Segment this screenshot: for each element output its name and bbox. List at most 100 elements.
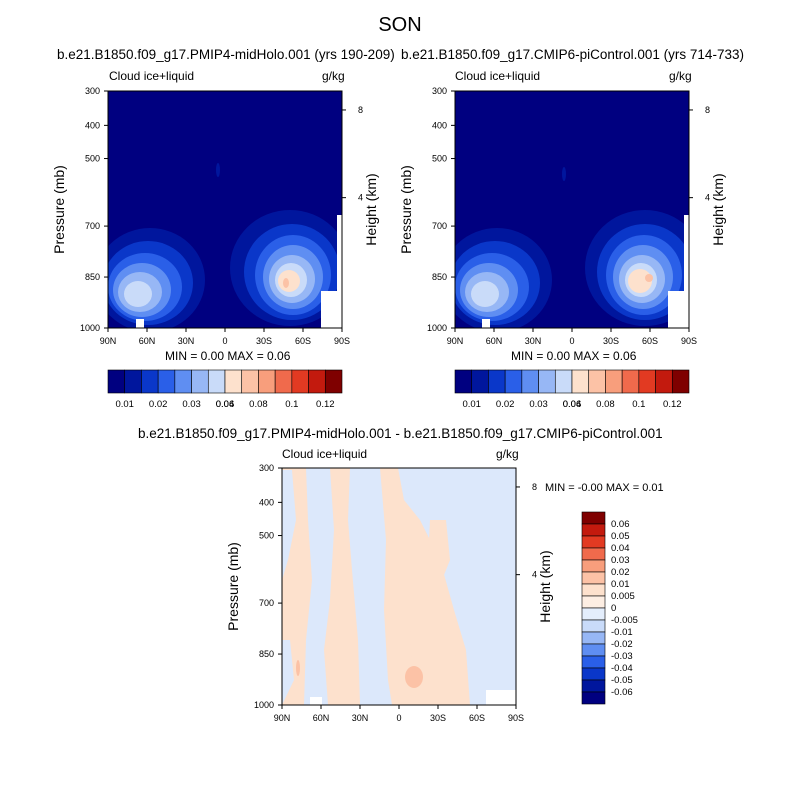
- panel-c-colorbar-label: 0.03: [611, 555, 630, 566]
- panel-b-height-tick-label: 4: [705, 193, 710, 203]
- panel-c-colorbar-swatch: [581, 559, 606, 573]
- panel-c-colorbar-label: -0.06: [611, 687, 633, 698]
- panel-a-variable: Cloud ice+liquid: [109, 69, 195, 83]
- panel-c-colorbar-label: 0.06: [611, 519, 630, 530]
- panel-b-colorbar-swatch: [488, 369, 506, 394]
- panel-c-colorbar-label: 0.05: [611, 531, 630, 542]
- panel-c-ytick-label: 400: [259, 497, 274, 507]
- panel-b-units: g/kg: [669, 69, 692, 83]
- panel-c-ytick-label: 500: [259, 531, 274, 541]
- panel-c-colorbar-label: -0.04: [611, 663, 633, 674]
- colorbar-layer: 0.01 0.02 0.03 0.040.06 0.08 0.1 0.12 0.01 0.02 0…: [107, 369, 690, 705]
- panel-c-colorbar-swatch: [581, 667, 606, 681]
- panel-a-colorbar-swatch: [157, 369, 176, 394]
- panel-b-ytick-label: 400: [432, 120, 447, 130]
- panel-c-colorbar-swatch: [581, 655, 606, 669]
- panel-b-colorbar-label: 0.02: [496, 399, 515, 410]
- panel-a-ytick-label: 700: [85, 221, 100, 231]
- panel-c-variable: Cloud ice+liquid: [282, 447, 368, 461]
- panel-c-ylabel: Pressure (mb): [225, 542, 241, 631]
- panel-b-colorbar-swatch: [571, 369, 590, 394]
- panel-c-ytick-label: 850: [259, 649, 274, 659]
- panel-a-units: g/kg: [322, 69, 345, 83]
- panel-a-colorbar-swatch: [258, 369, 276, 394]
- panel-a-colorbar-swatch: [107, 369, 126, 394]
- panel-a-xtick-label: 60S: [295, 336, 311, 346]
- panel-b-colorbar-swatch: [454, 369, 473, 394]
- panel-c-colorbar-swatch: [581, 619, 606, 633]
- panel-a-colorbar-swatch: [141, 369, 159, 394]
- panel-a-ytick-label: 1000: [80, 323, 100, 333]
- panel-a-ytick-label: 850: [85, 272, 100, 282]
- panel-c-height-tick-label: 4: [532, 570, 537, 580]
- panel-a-ylabel-right: Height (km): [363, 173, 379, 245]
- panel-a-colorbar-label: 0.08: [249, 399, 268, 410]
- panel-a-colorbar-label: 0.06: [216, 399, 235, 410]
- panel-c-colorbar-swatch: [581, 691, 606, 705]
- panel-b-xtick-label: 60N: [486, 336, 503, 346]
- panel-c-colorbar-label: -0.01: [611, 627, 633, 638]
- panel-c-colorbar-label: 0.005: [611, 591, 635, 602]
- panel-c-colorbar-swatch: [581, 535, 606, 549]
- panel-b-xtick-label: 30N: [525, 336, 542, 346]
- panel-b-xtick-label: 30S: [603, 336, 619, 346]
- panel-a-colorbar-swatch: [174, 369, 192, 394]
- panel-c-ylabel-right: Height (km): [537, 550, 553, 622]
- panel-a-colorbar-label: 0.04: [216, 399, 235, 410]
- panel-a-ytick-label: 300: [85, 86, 100, 96]
- panel-a-colorbar-label: 0.12: [316, 399, 335, 410]
- panel-c-colorbar-label: 0: [611, 603, 616, 614]
- panel-b-stats: MIN = 0.00 MAX = 0.06: [511, 349, 637, 363]
- panel-c-units: g/kg: [496, 447, 519, 461]
- panel-b-ytick-label: 500: [432, 154, 447, 164]
- panel-c-colorbar-swatch: [581, 607, 606, 621]
- panel-c-xtick-label: 60N: [313, 713, 330, 723]
- panel-c-ytick-label: 1000: [254, 700, 274, 710]
- panel-b-ytick-label: 700: [432, 221, 447, 231]
- panel-a-xtick-label: 30S: [256, 336, 272, 346]
- panel-b-xtick-label: 90S: [681, 336, 697, 346]
- panel-c-ytick-label: 700: [259, 598, 274, 608]
- panel-b-colorbar-swatch: [638, 369, 656, 394]
- panel-c-colorbar-label: -0.02: [611, 639, 633, 650]
- panel-c-xtick-label: 90N: [274, 713, 291, 723]
- panel-b-xtick-label: 90N: [447, 336, 464, 346]
- panel-c-colorbar-label: -0.05: [611, 675, 633, 686]
- panel-c-title: b.e21.B1850.f09_g17.PMIP4-midHolo.001 - …: [138, 426, 663, 441]
- panel-a-ytick-label: 500: [85, 154, 100, 164]
- panel-a-xtick-label: 90N: [100, 336, 117, 346]
- panel-c-colorbar-swatch: [581, 643, 606, 657]
- panel-a-colorbar-swatch: [241, 369, 259, 394]
- panel-c-colorbar-swatch: [581, 511, 606, 525]
- panel-a-ytick-label: 400: [85, 120, 100, 130]
- panel-b-ylabel: Pressure (mb): [398, 165, 414, 254]
- panel-b-colorbar-label: 0.08: [596, 399, 615, 410]
- panel-c-xtick-label: 90S: [508, 713, 524, 723]
- panel-b-colorbar-swatch: [521, 369, 539, 394]
- panel-b-ytick-label: 1000: [427, 323, 447, 333]
- panel-c-xtick-label: 30S: [430, 713, 446, 723]
- panel-a-colorbar-swatch: [207, 369, 226, 394]
- panel-a-colorbar-swatch: [124, 369, 142, 394]
- panel-b-colorbar-swatch: [671, 369, 690, 394]
- panel-b-colorbar-label: 0.01: [462, 399, 481, 410]
- panel-a-colorbar-swatch: [308, 369, 326, 394]
- figure-title: SON: [378, 14, 422, 36]
- panel-b-colorbar-swatch: [621, 369, 640, 394]
- panel-c-xtick-label: 0: [396, 713, 401, 723]
- panel-c-colorbar-swatch: [581, 631, 606, 645]
- panel-b-colorbar-swatch: [655, 369, 673, 394]
- panel-b-colorbar-label: 0.12: [663, 399, 682, 410]
- panel-b-xtick-label: 60S: [642, 336, 658, 346]
- panel-b-colorbar-swatch: [605, 369, 623, 394]
- panel-a-colorbar-swatch: [224, 369, 243, 394]
- panel-b-variable: Cloud ice+liquid: [455, 69, 541, 83]
- panel-a-colorbar-swatch: [324, 369, 343, 394]
- panel-c-stats: MIN = -0.00 MAX = 0.01: [545, 482, 664, 494]
- panel-a-xtick-label: 90S: [334, 336, 350, 346]
- panel-c-colorbar-label: -0.005: [611, 615, 638, 626]
- panel-c-colorbar-label: 0.02: [611, 567, 630, 578]
- axes-layer: 90N 60N 30N 0 30S 60S 90S300400500700850100084…: [51, 86, 726, 723]
- panel-b-colorbar-label: 0.03: [529, 399, 548, 410]
